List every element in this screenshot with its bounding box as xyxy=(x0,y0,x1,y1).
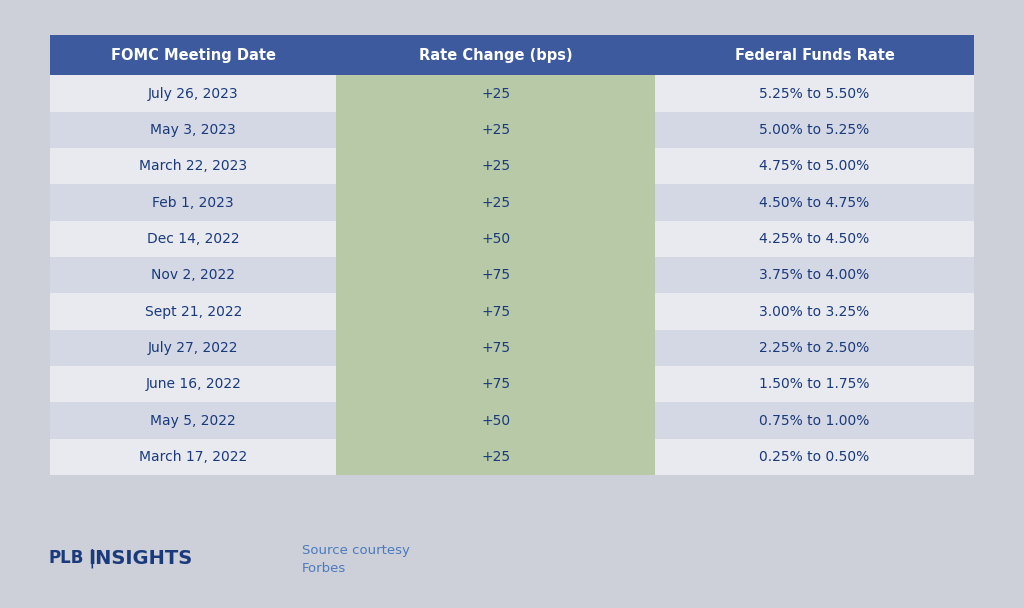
Text: Sept 21, 2022: Sept 21, 2022 xyxy=(144,305,242,319)
Text: March 17, 2022: March 17, 2022 xyxy=(139,450,248,464)
Text: June 16, 2022: June 16, 2022 xyxy=(145,377,242,391)
Bar xyxy=(50,112,337,148)
Bar xyxy=(50,35,337,75)
Bar xyxy=(50,402,337,439)
Bar xyxy=(655,294,974,330)
Text: |: | xyxy=(89,548,95,568)
Text: +50: +50 xyxy=(481,413,510,427)
Bar xyxy=(50,148,337,184)
Text: Rate Change (bps): Rate Change (bps) xyxy=(419,48,572,63)
Text: May 5, 2022: May 5, 2022 xyxy=(151,413,237,427)
Bar xyxy=(655,75,974,112)
Text: Feb 1, 2023: Feb 1, 2023 xyxy=(153,196,234,210)
Bar xyxy=(50,366,337,402)
Text: 5.00% to 5.25%: 5.00% to 5.25% xyxy=(760,123,869,137)
Text: 5.25% to 5.50%: 5.25% to 5.50% xyxy=(760,87,869,101)
Text: +75: +75 xyxy=(481,341,510,355)
Bar xyxy=(337,330,655,366)
Bar xyxy=(337,75,655,112)
Text: +75: +75 xyxy=(481,377,510,391)
Bar xyxy=(337,35,655,75)
Bar xyxy=(655,402,974,439)
Text: 4.75% to 5.00%: 4.75% to 5.00% xyxy=(760,159,869,173)
Bar xyxy=(337,221,655,257)
Bar xyxy=(50,75,337,112)
Text: 1.50% to 1.75%: 1.50% to 1.75% xyxy=(760,377,869,391)
Bar xyxy=(655,112,974,148)
Text: 2.25% to 2.50%: 2.25% to 2.50% xyxy=(760,341,869,355)
Text: FOMC Meeting Date: FOMC Meeting Date xyxy=(111,48,275,63)
Bar xyxy=(337,112,655,148)
Bar xyxy=(655,184,974,221)
Text: Nov 2, 2022: Nov 2, 2022 xyxy=(152,268,236,282)
Bar xyxy=(50,330,337,366)
Text: +75: +75 xyxy=(481,268,510,282)
Bar xyxy=(50,439,337,475)
Text: 3.00% to 3.25%: 3.00% to 3.25% xyxy=(760,305,869,319)
Text: +25: +25 xyxy=(481,123,510,137)
Bar xyxy=(50,257,337,294)
Text: +75: +75 xyxy=(481,305,510,319)
Bar xyxy=(655,330,974,366)
Bar xyxy=(337,148,655,184)
Bar xyxy=(655,257,974,294)
Text: +25: +25 xyxy=(481,450,510,464)
Bar xyxy=(655,221,974,257)
Text: +25: +25 xyxy=(481,159,510,173)
Text: 4.50% to 4.75%: 4.50% to 4.75% xyxy=(760,196,869,210)
Bar xyxy=(655,148,974,184)
Bar xyxy=(655,35,974,75)
Text: +50: +50 xyxy=(481,232,510,246)
Text: Federal Funds Rate: Federal Funds Rate xyxy=(734,48,895,63)
Text: July 26, 2023: July 26, 2023 xyxy=(147,87,239,101)
Text: Forbes: Forbes xyxy=(302,562,346,575)
Text: July 27, 2022: July 27, 2022 xyxy=(148,341,239,355)
Bar xyxy=(50,221,337,257)
Bar xyxy=(337,366,655,402)
Text: +25: +25 xyxy=(481,196,510,210)
Text: 0.75% to 1.00%: 0.75% to 1.00% xyxy=(760,413,869,427)
Bar xyxy=(337,184,655,221)
Text: +25: +25 xyxy=(481,87,510,101)
Text: Dec 14, 2022: Dec 14, 2022 xyxy=(146,232,240,246)
Bar xyxy=(655,439,974,475)
Bar xyxy=(337,294,655,330)
Text: 4.25% to 4.50%: 4.25% to 4.50% xyxy=(760,232,869,246)
Text: INSIGHTS: INSIGHTS xyxy=(88,548,193,568)
Bar xyxy=(655,366,974,402)
Text: 3.75% to 4.00%: 3.75% to 4.00% xyxy=(760,268,869,282)
Text: 0.25% to 0.50%: 0.25% to 0.50% xyxy=(760,450,869,464)
Text: PLB: PLB xyxy=(49,549,84,567)
Text: Source courtesy: Source courtesy xyxy=(302,544,410,557)
Text: May 3, 2023: May 3, 2023 xyxy=(151,123,237,137)
Bar xyxy=(50,294,337,330)
Bar xyxy=(50,184,337,221)
Text: March 22, 2023: March 22, 2023 xyxy=(139,159,247,173)
Bar xyxy=(337,257,655,294)
Bar xyxy=(337,439,655,475)
Bar xyxy=(337,402,655,439)
